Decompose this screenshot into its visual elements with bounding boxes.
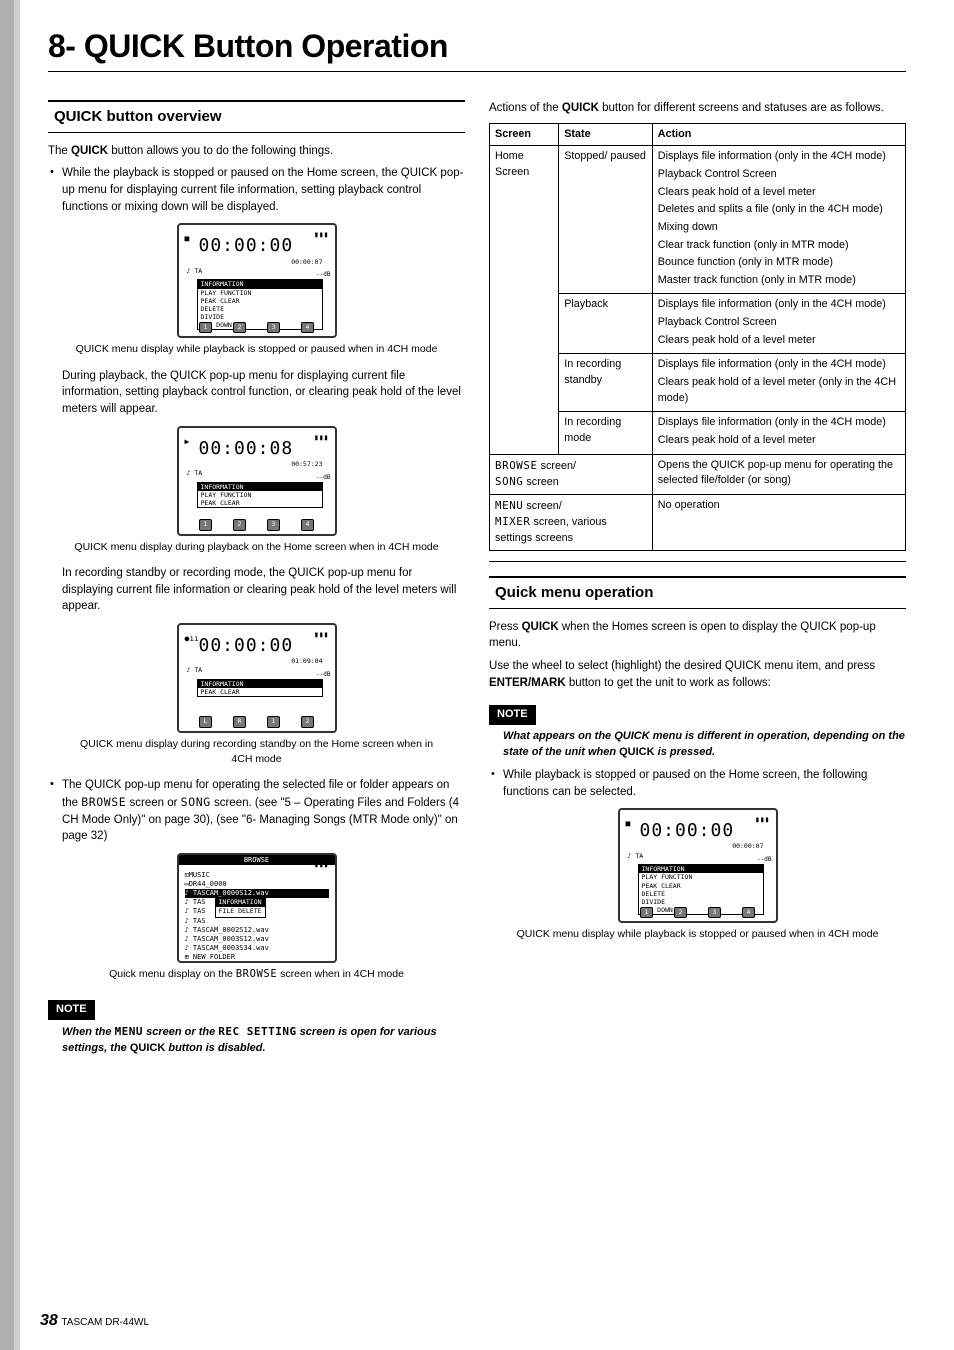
chapter-rule <box>48 71 906 72</box>
db-label: --dB <box>316 474 330 483</box>
play-icon: ▶ <box>185 436 190 448</box>
para-2: During playback, the QUICK pop-up menu f… <box>48 368 465 418</box>
table-header-row: Screen State Action <box>490 123 906 146</box>
lcd-screenshot-stopped-2: ■ ▮▮▮ 00:00:00 00:00:07 ♪ TA INFORMATION… <box>618 808 778 923</box>
note-text: What appears on the QUICK menu is differ… <box>489 729 906 761</box>
bullet-list-s2: While playback is stopped or paused on t… <box>489 767 906 800</box>
db-label: --dB <box>316 671 330 680</box>
section-heading-quick-overview: QUICK button overview <box>48 100 465 133</box>
col-state: State <box>559 123 653 146</box>
quick-menu: INFORMATION PLAY FUNCTION PEAK CLEAR <box>197 482 323 508</box>
right-intro: Actions of the QUICK button for differen… <box>489 100 906 117</box>
cell-action: Opens the QUICK pop-up menu for operatin… <box>652 454 905 494</box>
page-footer: 38 TASCAM DR-44WL <box>40 1312 149 1330</box>
left-column: QUICK button overview The QUICK button a… <box>48 100 465 1063</box>
two-column-layout: QUICK button overview The QUICK button a… <box>48 100 906 1063</box>
quick-menu: INFORMATION PEAK CLEAR <box>197 679 323 697</box>
bullet-list-2: The QUICK pop-up menu for operating the … <box>48 777 465 845</box>
right-column: Actions of the QUICK button for differen… <box>489 100 906 1063</box>
table-row: Home Screen Stopped/ paused Displays fil… <box>490 146 906 294</box>
stop-icon: ■ <box>185 233 190 245</box>
cell-action: No operation <box>652 494 905 550</box>
cell-state: Playback <box>559 294 653 354</box>
bullet-item: While playback is stopped or paused on t… <box>503 767 906 800</box>
s2-p2: Use the wheel to select (highlight) the … <box>489 658 906 691</box>
cell-action: Displays file information (only in the 4… <box>652 146 905 294</box>
db-label: --dB <box>757 856 771 865</box>
model-name: TASCAM DR-44WL <box>61 1317 149 1328</box>
cell-action: Displays file information (only in the 4… <box>652 354 905 412</box>
channel-numbers: L R 1 2 <box>189 716 325 727</box>
section-heading-quick-menu-operation: Quick menu operation <box>489 576 906 609</box>
caption-4: Quick menu display on the BROWSE screen … <box>68 967 445 982</box>
bullet-item: The QUICK pop-up menu for operating the … <box>62 777 465 845</box>
note-label: NOTE <box>48 1000 95 1020</box>
cell-action: Displays file information (only in the 4… <box>652 294 905 354</box>
caption-1: QUICK menu display while playback is sto… <box>68 342 445 357</box>
time-display: 00:00:00 <box>640 818 770 844</box>
battery-icon: ▮▮▮ <box>314 229 328 241</box>
channel-numbers: 1 2 3 4 <box>630 907 766 918</box>
cell-menu-screen: MENU screen/ MIXER screen, various setti… <box>490 494 653 550</box>
battery-icon: ▮▮▮ <box>314 432 328 444</box>
lcd-screenshot-browse: BROWSE ▮▮▮ ⊡MUSIC ▭DR44_0000 ♪ TASCAM_00… <box>177 853 337 963</box>
page-number: 38 <box>40 1312 58 1329</box>
time-display: 00:00:00 <box>199 233 329 259</box>
note-text: When the MENU screen or the REC SETTING … <box>48 1024 465 1057</box>
cell-state: In recording standby <box>559 354 653 412</box>
cell-home-screen: Home Screen <box>490 146 559 454</box>
table-row: MENU screen/ MIXER screen, various setti… <box>490 494 906 550</box>
stop-icon: ■ <box>626 818 631 830</box>
note-label: NOTE <box>489 705 536 725</box>
cell-browse-screen: BROWSE screen/ SONG screen <box>490 454 653 494</box>
divider <box>489 561 906 562</box>
cell-state: Stopped/ paused <box>559 146 653 294</box>
s2-p1: Press QUICK when the Homes screen is ope… <box>489 619 906 652</box>
table-row: BROWSE screen/ SONG screen Opens the QUI… <box>490 454 906 494</box>
col-action: Action <box>652 123 905 146</box>
channel-numbers: 1 2 3 4 <box>189 519 325 530</box>
bullet-item: While the playback is stopped or paused … <box>62 165 465 215</box>
battery-icon: ▮▮▮ <box>314 859 328 871</box>
db-label: --dB <box>316 271 330 280</box>
lcd-screenshot-stopped: ■ ▮▮▮ 00:00:00 00:00:07 ♪ TA INFORMATION… <box>177 223 337 338</box>
time-display: 00:00:00 <box>199 633 329 659</box>
bullet-list-1: While the playback is stopped or paused … <box>48 165 465 215</box>
lcd-screenshot-playback: ▶ ▮▮▮ 00:00:08 00:57:23 ♪ TA INFORMATION… <box>177 426 337 536</box>
side-gradient-bar <box>0 0 14 1350</box>
col-screen: Screen <box>490 123 559 146</box>
cell-action: Displays file information (only in the 4… <box>652 412 905 454</box>
lcd-screenshot-rec-standby: ●ıı ▮▮▮ 00:00:00 01:09:04 ♪ TA INFORMATI… <box>177 623 337 733</box>
cell-state: In recording mode <box>559 412 653 454</box>
caption-3: QUICK menu display during recording stan… <box>68 737 445 767</box>
browse-popup: INFORMATION FILE DELETE <box>215 897 266 918</box>
browse-header: BROWSE <box>179 855 335 865</box>
intro-line: The QUICK button allows you to do the fo… <box>48 143 465 160</box>
para-3: In recording standby or recording mode, … <box>48 565 465 615</box>
battery-icon: ▮▮▮ <box>314 629 328 641</box>
actions-table: Screen State Action Home Screen Stopped/… <box>489 123 906 551</box>
channel-numbers: 1 2 3 4 <box>189 322 325 333</box>
chapter-title: 8- QUICK Button Operation <box>48 28 906 65</box>
caption-2: QUICK menu display during playback on th… <box>68 540 445 555</box>
caption-s2: QUICK menu display while playback is sto… <box>509 927 886 942</box>
rec-pause-icon: ●ıı <box>185 633 199 645</box>
battery-icon: ▮▮▮ <box>755 814 769 826</box>
time-display: 00:00:08 <box>199 436 329 462</box>
